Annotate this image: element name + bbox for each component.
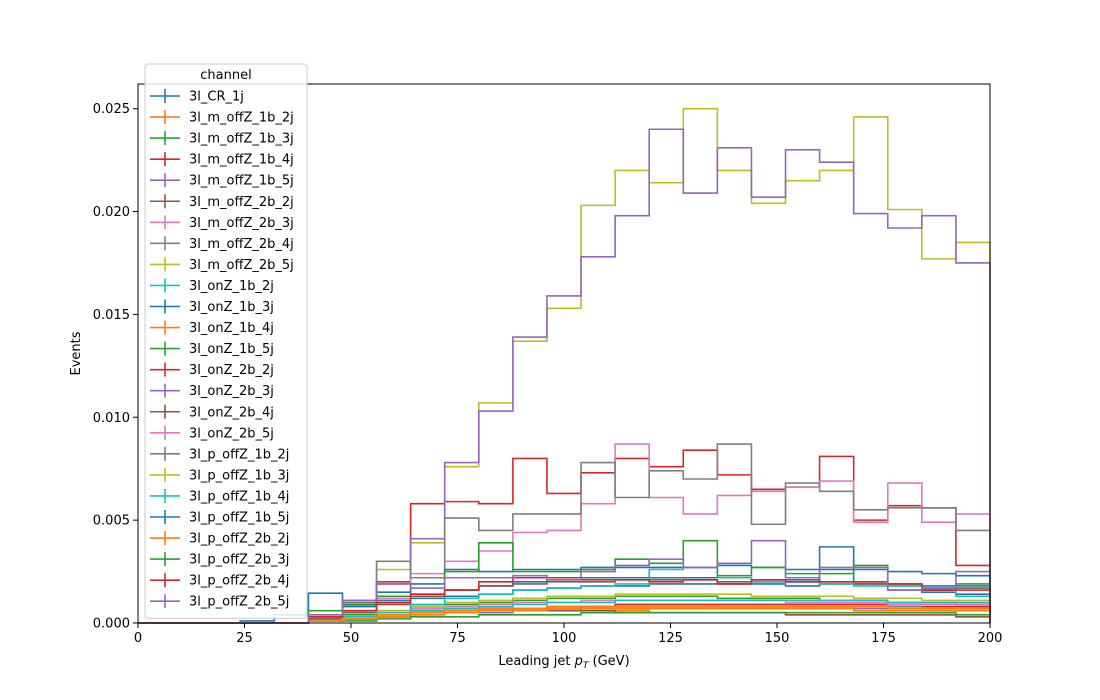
legend-label: 3l_p_offZ_1b_4j — [189, 489, 289, 504]
legend-entry: 3l_m_offZ_2b_4j — [150, 236, 294, 252]
y-tick-label: 0.020 — [93, 205, 130, 220]
y-tick-label: 0.000 — [93, 617, 130, 632]
y-tick-label: 0.015 — [93, 308, 130, 323]
legend-label: 3l_p_offZ_2b_5j — [189, 595, 289, 610]
legend-entry: 3l_m_offZ_2b_3j — [150, 215, 294, 231]
legend-items: 3l_CR_1j 3l_m_offZ_1b_2j 3l_m_offZ_1b_3j 3l… — [150, 89, 294, 610]
x-tick-label: 75 — [449, 631, 466, 646]
legend-label: 3l_onZ_2b_2j — [189, 363, 274, 378]
legend-label: 3l_p_offZ_1b_3j — [189, 468, 289, 483]
y-tick-label: 0.010 — [93, 411, 130, 426]
legend-entry: 3l_p_offZ_2b_2j — [150, 531, 289, 547]
legend-label: 3l_onZ_2b_4j — [189, 405, 274, 420]
legend-label: 3l_CR_1j — [189, 90, 244, 105]
x-tick-label: 0 — [134, 631, 142, 646]
legend-label: 3l_onZ_1b_4j — [189, 321, 274, 336]
legend-entry: 3l_p_offZ_2b_3j — [150, 552, 289, 568]
legend-label: 3l_onZ_2b_5j — [189, 426, 274, 441]
legend-label: 3l_m_offZ_2b_5j — [189, 258, 294, 273]
legend: channel 3l_CR_1j 3l_m_offZ_1b_2j 3l_m_offZ… — [144, 63, 308, 619]
legend-label: 3l_m_offZ_2b_2j — [189, 195, 294, 210]
legend-label: 3l_m_offZ_1b_2j — [189, 111, 294, 126]
legend-entry: 3l_m_offZ_1b_2j — [150, 110, 294, 126]
legend-label: 3l_p_offZ_2b_2j — [189, 532, 289, 547]
series-layer — [138, 107, 991, 624]
x-tick-label: 125 — [658, 631, 683, 646]
legend-entry: 3l_p_offZ_2b_4j — [150, 573, 289, 589]
y-tick-label: 0.005 — [93, 514, 130, 529]
legend-entry: 3l_p_offZ_1b_5j — [150, 510, 289, 526]
legend-label: 3l_m_offZ_2b_4j — [189, 237, 294, 252]
legend-label: 3l_onZ_1b_2j — [189, 279, 274, 294]
legend-entry: 3l_onZ_1b_5j — [150, 341, 274, 357]
legend-entry: 3l_p_offZ_1b_2j — [150, 446, 289, 462]
legend-label: 3l_m_offZ_1b_4j — [189, 153, 294, 168]
legend-entry: 3l_onZ_2b_3j — [150, 383, 274, 399]
legend-entry: 3l_onZ_1b_3j — [150, 299, 274, 315]
legend-label: 3l_m_offZ_1b_5j — [189, 174, 294, 189]
x-axis-label: Leading jet pT (GeV) — [498, 654, 629, 671]
legend-entry: 3l_m_offZ_2b_5j — [150, 257, 294, 273]
legend-entry: 3l_p_offZ_2b_5j — [150, 594, 289, 610]
legend-label: 3l_m_offZ_2b_3j — [189, 216, 294, 231]
legend-label: 3l_p_offZ_2b_4j — [189, 574, 289, 589]
x-tick-label: 100 — [552, 631, 577, 646]
y-axis-label: Events — [69, 331, 84, 375]
legend-label: 3l_onZ_2b_3j — [189, 384, 274, 399]
y-axis: 0.000 0.005 0.010 0.015 0.020 0.025 — [93, 102, 138, 632]
legend-label: 3l_p_offZ_2b_3j — [189, 553, 289, 568]
legend-entry: 3l_onZ_2b_2j — [150, 362, 274, 378]
legend-entry: 3l_onZ_2b_5j — [150, 425, 274, 441]
series-line-3l_onZ_2b_4j — [138, 578, 991, 624]
x-tick-label: 50 — [343, 631, 360, 646]
legend-entry: 3l_m_offZ_1b_5j — [150, 173, 294, 189]
x-tick-label: 150 — [765, 631, 790, 646]
legend-title: channel — [200, 68, 251, 83]
x-tick-label: 175 — [871, 631, 896, 646]
legend-entry: 3l_m_offZ_1b_3j — [150, 131, 294, 147]
legend-entry: 3l_onZ_2b_4j — [150, 404, 274, 420]
legend-entry: 3l_m_offZ_2b_2j — [150, 194, 294, 210]
legend-label: 3l_p_offZ_1b_5j — [189, 511, 289, 526]
legend-entry: 3l_onZ_1b_4j — [150, 320, 274, 336]
legend-label: 3l_m_offZ_1b_3j — [189, 132, 294, 147]
legend-entry: 3l_p_offZ_1b_3j — [150, 467, 289, 483]
legend-box — [144, 63, 308, 619]
y-tick-label: 0.025 — [93, 102, 130, 117]
x-tick-label: 200 — [978, 631, 1003, 646]
x-tick-label: 25 — [236, 631, 253, 646]
series-line-3l_p_offZ_2b_5j — [138, 539, 991, 624]
legend-entry: 3l_m_offZ_1b_4j — [150, 152, 294, 168]
legend-label: 3l_onZ_1b_3j — [189, 300, 274, 315]
x-axis: 0 25 50 75 100 125 150 175 200 — [134, 623, 1003, 646]
legend-entry: 3l_p_offZ_1b_4j — [150, 488, 289, 504]
legend-entry: 3l_CR_1j — [150, 89, 244, 105]
legend-label: 3l_onZ_1b_5j — [189, 342, 274, 357]
legend-entry: 3l_onZ_1b_2j — [150, 278, 274, 294]
legend-label: 3l_p_offZ_1b_2j — [189, 447, 289, 462]
